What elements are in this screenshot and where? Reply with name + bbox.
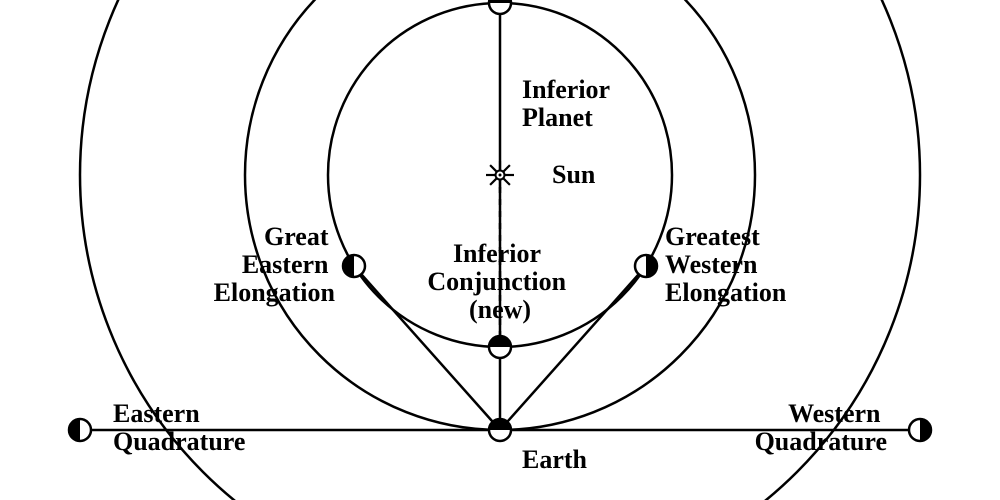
great-eastern-elongation-label: Great Eastern Elongation [214,222,336,307]
inferior-planet-label: Inferior Planet [522,75,616,132]
western-quadrature-label: Western Quadrature [755,399,887,456]
orbital-diagram: Sun Inferior Planet Inferior Conjunction… [0,0,1000,500]
inferior-conjunction-label: Inferior Conjunction (new) [427,239,572,324]
sun-label: Sun [552,160,596,189]
connection-lines [80,3,920,430]
sun-icon [486,161,514,189]
greatest-western-elongation-label: Greatest Western Elongation [665,222,787,307]
earth-label: Earth [522,445,588,474]
eastern-quadrature-label: Eastern Quadrature [113,399,245,456]
